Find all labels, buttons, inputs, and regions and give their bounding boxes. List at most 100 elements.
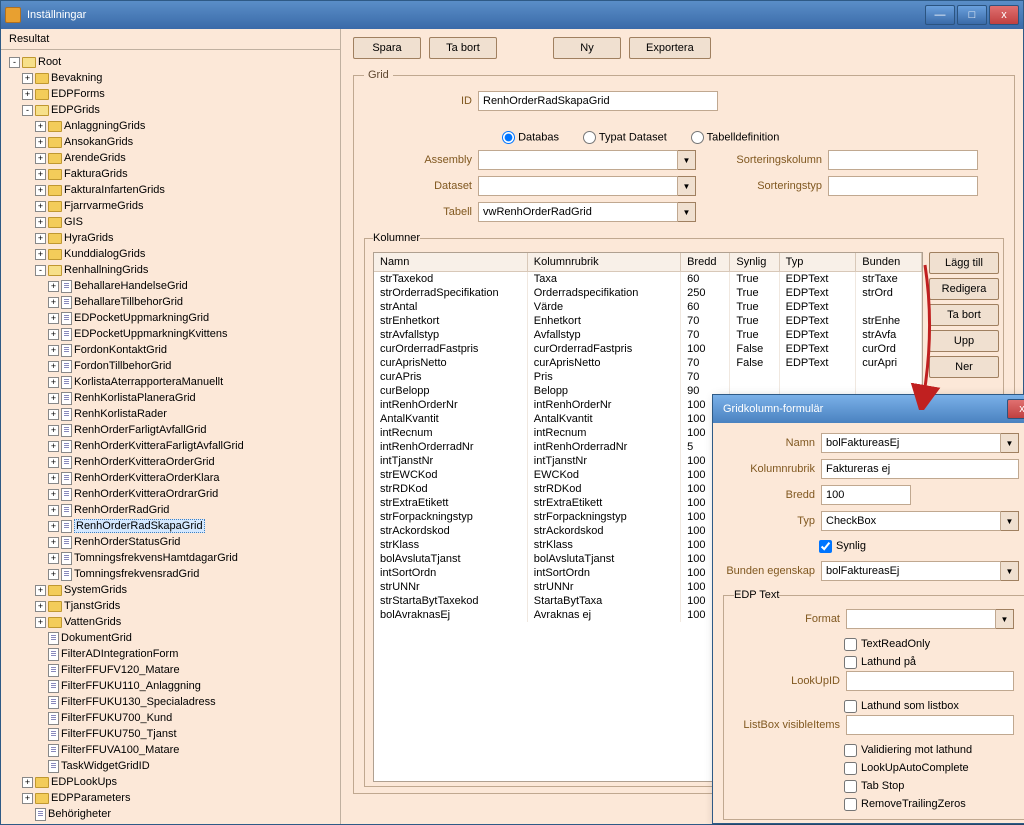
tree-item[interactable]: +ArendeGrids — [9, 150, 340, 166]
tree-toggle[interactable]: + — [48, 537, 59, 548]
tree-item[interactable]: +GIS — [9, 214, 340, 230]
tree-item[interactable]: +EDPForms — [9, 86, 340, 102]
maximize-button[interactable]: □ — [957, 5, 987, 25]
tree-toggle[interactable]: + — [35, 121, 46, 132]
tree-toggle[interactable]: + — [35, 153, 46, 164]
dataset-dropdown[interactable]: ▼ — [678, 176, 696, 196]
tree-toggle[interactable]: + — [22, 777, 33, 788]
tree-item[interactable]: +TomningsfrekvensHamtdagarGrid — [9, 550, 340, 566]
tree-item[interactable]: FilterFFUFV120_Matare — [9, 662, 340, 678]
radio-tabelldefinition[interactable]: Tabelldefinition — [691, 131, 780, 144]
tree-item[interactable]: +SystemGrids — [9, 582, 340, 598]
tree-item[interactable]: +HyraGrids — [9, 230, 340, 246]
tree-item[interactable]: TaskWidgetGridID — [9, 758, 340, 774]
tree-item[interactable]: Behörigheter — [9, 806, 340, 822]
table-row[interactable]: strAntalVärde60TrueEDPText — [374, 300, 922, 314]
dlg-format-dropdown[interactable]: ▼ — [996, 609, 1014, 629]
ner-button[interactable]: Ner — [929, 356, 999, 378]
col-header[interactable]: Bunden — [856, 253, 922, 272]
dlg-synlig-checkbox[interactable]: Synlig — [819, 537, 866, 555]
sortkol-input[interactable] — [828, 150, 978, 170]
tree-toggle[interactable]: + — [48, 361, 59, 372]
tree-item[interactable]: -EDPGrids — [9, 102, 340, 118]
tree-item[interactable]: +FordonKontaktGrid — [9, 342, 340, 358]
tree-toggle[interactable]: + — [35, 137, 46, 148]
tabell-combo[interactable] — [478, 202, 678, 222]
dialog-close-button[interactable]: x — [1007, 399, 1024, 419]
tree-toggle[interactable]: + — [48, 553, 59, 564]
table-row[interactable]: curOrderradFastpriscurOrderradFastpris10… — [374, 342, 922, 356]
tree-toggle[interactable]: + — [22, 89, 33, 100]
tree-toggle[interactable]: + — [48, 521, 59, 532]
tree-item[interactable]: +RenhKorlistaRader — [9, 406, 340, 422]
tree-item[interactable]: +EDPocketUppmarkningKvittens — [9, 326, 340, 342]
tree-item[interactable]: +EDPParameters — [9, 790, 340, 806]
tabstop-checkbox[interactable] — [844, 780, 857, 793]
tree-item[interactable]: FilterADIntegrationForm — [9, 646, 340, 662]
tree-toggle[interactable]: + — [48, 377, 59, 388]
tree-item[interactable]: FilterFFUKU700_Kund — [9, 710, 340, 726]
tree-item[interactable]: FilterFFUKU130_Specialadress — [9, 694, 340, 710]
dlg-namn-combo[interactable] — [821, 433, 1001, 453]
tree-item[interactable]: +FakturaGrids — [9, 166, 340, 182]
tree-item[interactable]: +RenhOrderKvitteraOrderKlara — [9, 470, 340, 486]
lathund-listbox-checkbox[interactable] — [844, 700, 857, 713]
lathund-checkbox[interactable] — [844, 656, 857, 669]
tree-item[interactable]: +RenhOrderRadGrid — [9, 502, 340, 518]
table-row[interactable]: strAvfallstypAvfallstyp70TrueEDPTextstrA… — [374, 328, 922, 342]
tree-toggle[interactable]: - — [9, 57, 20, 68]
tree-toggle[interactable]: + — [48, 345, 59, 356]
tree-item[interactable]: +RenhOrderStatusGrid — [9, 534, 340, 550]
sorttyp-input[interactable] — [828, 176, 978, 196]
tree-item[interactable]: +TjanstGrids — [9, 598, 340, 614]
tree-toggle[interactable]: + — [48, 505, 59, 516]
close-button[interactable]: x — [989, 5, 1019, 25]
tree-item[interactable]: +TomningsfrekvensradGrid — [9, 566, 340, 582]
tree-item[interactable]: +VattenGrids — [9, 614, 340, 630]
tree-toggle[interactable]: + — [35, 217, 46, 228]
tree-item[interactable]: FilterFFUKU750_Tjanst — [9, 726, 340, 742]
tree-item[interactable]: +AnlaggningGrids — [9, 118, 340, 134]
dlg-format-combo[interactable] — [846, 609, 996, 629]
tree-item[interactable]: +RenhKorlistaPlaneraGrid — [9, 390, 340, 406]
tree-item[interactable]: +EDPLookUps — [9, 774, 340, 790]
tree-item[interactable]: +FjarrvarmeGrids — [9, 198, 340, 214]
tree-toggle[interactable]: + — [35, 601, 46, 612]
lagg-till-button[interactable]: Lägg till — [929, 252, 999, 274]
tabell-dropdown[interactable]: ▼ — [678, 202, 696, 222]
tree-toggle[interactable]: + — [48, 313, 59, 324]
tree-item[interactable]: +Bevakning — [9, 70, 340, 86]
assembly-combo[interactable] — [478, 150, 678, 170]
radio-typat-dataset[interactable]: Typat Dataset — [583, 131, 667, 144]
dataset-combo[interactable] — [478, 176, 678, 196]
tree-item[interactable]: +FakturaInfartenGrids — [9, 182, 340, 198]
exportera-button[interactable]: Exportera — [629, 37, 711, 59]
col-header[interactable]: Namn — [374, 253, 527, 272]
removetz-checkbox[interactable] — [844, 798, 857, 811]
tree[interactable]: -Root+Bevakning+EDPForms-EDPGrids+Anlagg… — [1, 50, 340, 824]
table-row[interactable]: curAPrisPris70 — [374, 370, 922, 384]
tree-item[interactable]: +RenhOrderKvitteraOrdrarGrid — [9, 486, 340, 502]
col-header[interactable]: Typ — [779, 253, 856, 272]
tree-toggle[interactable]: + — [48, 409, 59, 420]
col-header[interactable]: Bredd — [681, 253, 730, 272]
tree-toggle[interactable]: + — [35, 233, 46, 244]
tree-item[interactable]: +RenhOrderFarligtAvfallGrid — [9, 422, 340, 438]
tree-item[interactable]: +AnsokanGrids — [9, 134, 340, 150]
table-row[interactable]: strEnhetkortEnhetkort70TrueEDPTextstrEnh… — [374, 314, 922, 328]
id-input[interactable] — [478, 91, 718, 111]
tree-toggle[interactable]: + — [48, 393, 59, 404]
tree-toggle[interactable]: + — [22, 793, 33, 804]
upp-button[interactable]: Upp — [929, 330, 999, 352]
tree-toggle[interactable]: + — [22, 73, 33, 84]
table-row[interactable]: curAprisNettocurAprisNetto70FalseEDPText… — [374, 356, 922, 370]
tree-toggle[interactable]: + — [48, 489, 59, 500]
lookupac-checkbox[interactable] — [844, 762, 857, 775]
ta-bort-button[interactable]: Ta bort — [429, 37, 497, 59]
table-row[interactable]: strTaxekodTaxa60TrueEDPTextstrTaxe — [374, 272, 922, 287]
tree-toggle[interactable]: + — [35, 617, 46, 628]
tree-toggle[interactable]: + — [48, 473, 59, 484]
kol-ta-bort-button[interactable]: Ta bort — [929, 304, 999, 326]
tree-item[interactable]: +FordonTillbehorGrid — [9, 358, 340, 374]
validiering-checkbox[interactable] — [844, 744, 857, 757]
